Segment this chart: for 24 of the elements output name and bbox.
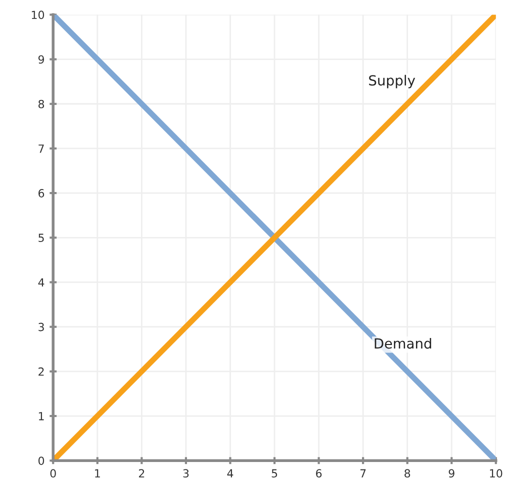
- y-tick-label: 8: [38, 100, 44, 108]
- x-tick-label: 10: [490, 469, 502, 478]
- y-tick-label: 5: [38, 234, 44, 242]
- y-tick-label: 1: [38, 412, 44, 420]
- x-tick-label: 7: [360, 469, 366, 478]
- x-tick-label: 6: [316, 469, 322, 478]
- x-tick-label: 1: [95, 469, 100, 478]
- y-tick-label: 6: [38, 189, 44, 198]
- x-tick-label: 3: [183, 469, 189, 478]
- x-tick-label: 9: [448, 469, 454, 478]
- x-tick-label: 8: [404, 469, 410, 478]
- series-label: Demand: [374, 338, 432, 349]
- y-tick-label: 7: [38, 144, 44, 153]
- y-tick-label: 9: [38, 55, 44, 64]
- y-tick-label: 4: [38, 278, 44, 286]
- series-label: Supply: [369, 74, 416, 88]
- x-tick-label: 0: [50, 469, 56, 478]
- y-tick-label: 10: [32, 10, 44, 20]
- y-tick-label: 0: [38, 456, 44, 465]
- y-tick-label: 2: [38, 367, 44, 376]
- x-tick-label: 5: [272, 469, 278, 478]
- x-tick-label: 4: [227, 469, 234, 478]
- y-tick-label: 3: [38, 322, 44, 332]
- x-tick-label: 2: [138, 469, 144, 478]
